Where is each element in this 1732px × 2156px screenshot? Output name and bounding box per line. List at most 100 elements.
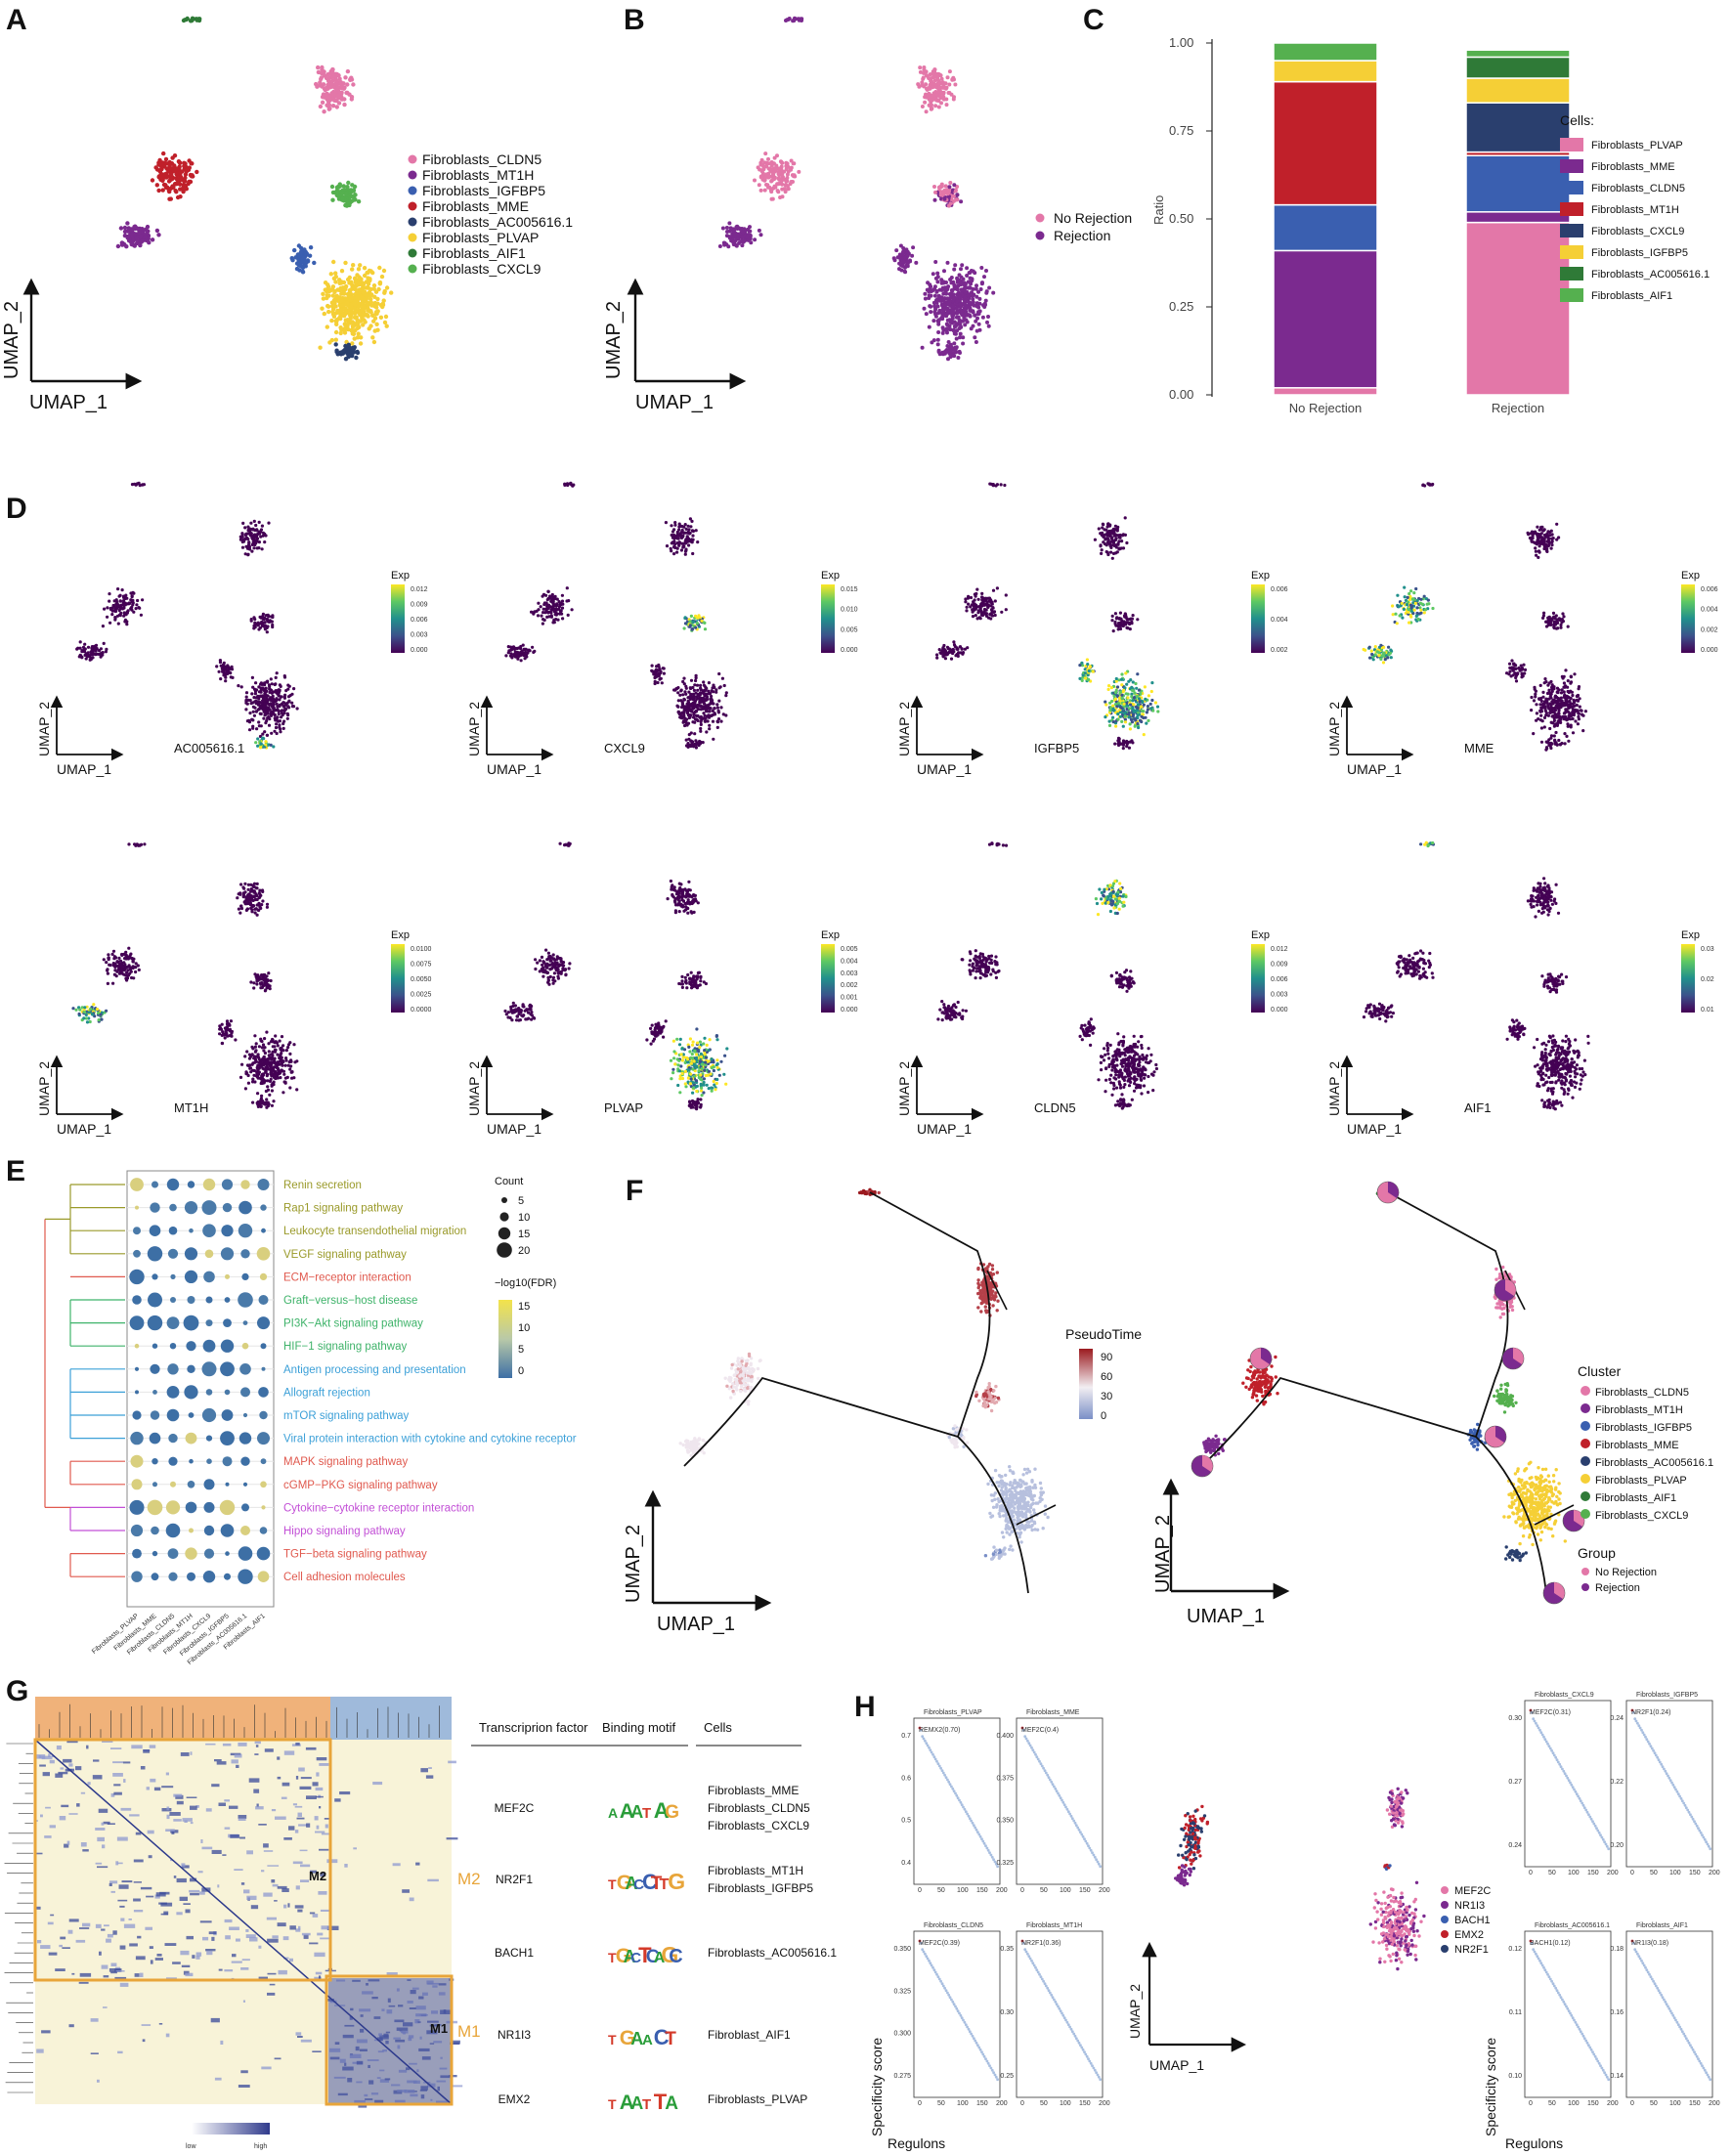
cell-point — [1110, 556, 1114, 560]
cell-point — [953, 189, 958, 194]
cell-point — [137, 843, 141, 847]
cell-point — [253, 541, 257, 545]
cell-point — [357, 287, 362, 292]
cell-point — [980, 280, 984, 285]
cell-point — [934, 98, 939, 103]
cell-point — [749, 240, 754, 245]
cell-point — [974, 340, 978, 344]
cell-point — [1109, 539, 1113, 543]
cell-point — [1080, 678, 1084, 683]
cell-point — [672, 552, 676, 556]
cell-point — [1113, 697, 1117, 702]
cell-point — [675, 550, 679, 554]
cell-point — [326, 107, 331, 111]
cell-point — [292, 247, 297, 253]
cell-point — [932, 197, 937, 202]
cell-point — [1565, 717, 1569, 722]
cell-point — [1000, 610, 1004, 614]
cell-point — [1538, 710, 1542, 713]
cell-point — [1110, 619, 1114, 623]
cell-point — [941, 327, 946, 332]
cell-point — [702, 683, 707, 687]
cell-point — [1150, 681, 1154, 685]
cell-point — [693, 683, 697, 687]
cell-point — [135, 603, 139, 607]
cell-point — [374, 311, 379, 317]
cell-point — [565, 599, 569, 603]
cell-point — [760, 171, 765, 176]
cell-point — [758, 188, 763, 193]
cell-point — [157, 162, 163, 168]
cell-point — [366, 308, 370, 313]
cell-point — [1562, 674, 1566, 678]
cell-point — [183, 184, 189, 189]
cell-point — [1556, 714, 1560, 718]
cell-point — [1131, 680, 1135, 684]
cell-point — [900, 264, 905, 269]
cell-point — [963, 290, 968, 295]
cell-point — [1567, 690, 1571, 695]
cell-point — [692, 706, 696, 710]
cell-point — [174, 171, 179, 177]
cell-point — [968, 308, 973, 313]
cell-point — [321, 291, 325, 296]
cell-point — [1146, 708, 1149, 711]
cell-point — [1130, 688, 1135, 693]
cell-point — [777, 167, 782, 172]
cell-point — [1514, 675, 1518, 680]
cell-point — [343, 75, 348, 80]
cell-point — [951, 304, 956, 309]
cell-point — [1569, 680, 1574, 684]
cell-point — [687, 543, 691, 547]
cell-point — [923, 100, 928, 105]
umap-scatter-b — [717, 16, 996, 362]
cell-point — [1549, 679, 1553, 684]
cell-point — [270, 691, 274, 695]
cell-point — [119, 240, 125, 245]
cell-point — [905, 264, 910, 269]
cell-point — [312, 260, 317, 266]
cell-point — [964, 600, 968, 604]
cell-point — [952, 650, 956, 654]
cell-point — [1148, 702, 1152, 707]
cell-point — [1537, 528, 1541, 532]
cell-point — [1136, 721, 1140, 726]
cell-point — [1535, 711, 1538, 715]
cell-point — [1556, 626, 1560, 630]
cell-point — [902, 269, 907, 274]
cell-point — [289, 256, 294, 261]
cell-point — [105, 647, 108, 652]
cell-point — [191, 17, 196, 22]
cell-point — [923, 296, 928, 301]
cell-point — [1522, 663, 1526, 667]
cell-point — [1107, 541, 1111, 546]
cell-point — [1542, 611, 1546, 615]
cell-point — [231, 675, 235, 680]
cell-point — [348, 77, 353, 83]
cell-point — [172, 153, 178, 158]
cell-point — [364, 280, 368, 284]
legend-c: Fibroblasts_PLVAPFibroblasts_MMEFibrobla… — [1560, 138, 1710, 302]
cell-point — [952, 295, 957, 300]
cell-point — [1109, 531, 1113, 536]
cell-point — [244, 695, 248, 699]
legend-swatch — [1560, 202, 1583, 216]
cell-point — [322, 311, 326, 317]
cell-point — [326, 293, 331, 298]
cell-point — [334, 105, 339, 109]
cell-point — [959, 267, 963, 272]
cell-point — [333, 271, 338, 276]
cell-point — [935, 653, 939, 657]
cell-point — [975, 316, 979, 321]
cell-point — [1128, 622, 1132, 625]
cell-point — [1520, 675, 1524, 679]
cell-point — [932, 310, 937, 315]
cell-point — [551, 595, 555, 599]
cell-point — [1510, 659, 1514, 663]
cell-point — [1155, 705, 1160, 709]
cell-point — [1538, 683, 1542, 688]
cell-point — [138, 242, 143, 248]
cell-point — [217, 669, 221, 673]
cell-point — [274, 675, 278, 680]
